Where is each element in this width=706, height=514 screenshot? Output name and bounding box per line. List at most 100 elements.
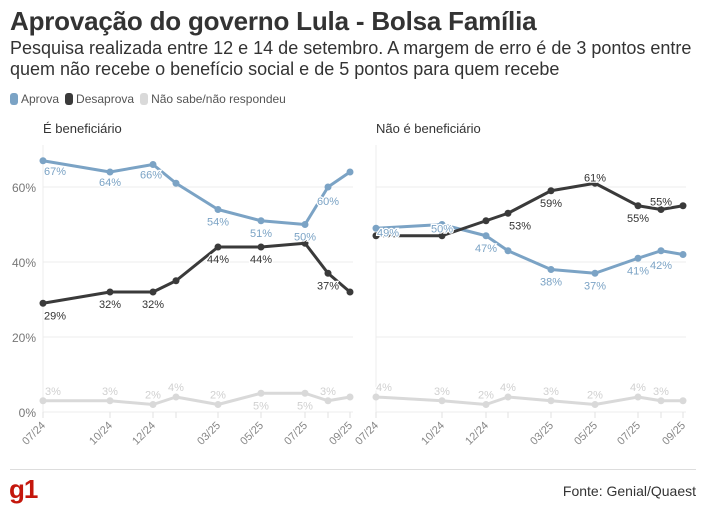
data-label: 61% [584, 172, 606, 184]
x-tick-label: 10/24 [87, 420, 115, 448]
data-point [301, 221, 309, 228]
legend-item-aprova: Aprova [10, 92, 59, 106]
data-label: 4% [500, 382, 516, 394]
data-label: 60% [317, 196, 339, 208]
data-point [438, 221, 446, 228]
data-point [106, 168, 114, 176]
data-point [482, 217, 490, 225]
g1-logo: g1 [9, 474, 38, 504]
data-point [657, 247, 665, 255]
chart-title: Aprovação do governo Lula - Bolsa Famíli… [10, 6, 537, 36]
legend: Aprova Desaprova Não sabe/não respondeu [10, 92, 292, 106]
data-point [257, 217, 265, 225]
x-tick-label: 12/24 [463, 420, 491, 448]
data-point [214, 206, 222, 213]
data-point [172, 277, 180, 285]
chart-area: 0% 20% 40% 60% 07/24 10/24 12/24 03/25 05/25 07/2… [12, 145, 688, 448]
legend-swatch-nsnr [140, 93, 149, 105]
data-point [504, 209, 512, 217]
data-label: 50% [294, 232, 316, 244]
data-label: 59% [540, 198, 562, 210]
data-point [39, 157, 47, 165]
data-label: 42% [650, 260, 672, 272]
data-label: 3% [653, 386, 669, 398]
legend-label: Aprova [21, 92, 60, 106]
data-point [679, 397, 687, 405]
x-tick-label: 07/25 [282, 420, 310, 448]
data-label: 3% [320, 386, 336, 398]
x-tick-label: 03/25 [195, 420, 223, 448]
data-point [257, 243, 265, 251]
data-label: 32% [99, 299, 121, 311]
data-point [324, 269, 332, 277]
data-label: 37% [584, 280, 606, 292]
data-label: 2% [478, 390, 494, 402]
data-point [39, 299, 47, 307]
x-tick-label: 05/25 [238, 420, 266, 448]
data-label: 66% [140, 170, 162, 182]
data-label: 29% [44, 310, 66, 322]
data-point [346, 288, 354, 296]
data-point [634, 254, 642, 262]
data-point [634, 202, 642, 210]
data-label: 55% [650, 197, 672, 209]
data-point [438, 397, 446, 405]
x-tick-label: 07/24 [20, 420, 48, 448]
y-tick-label: 40% [12, 256, 36, 270]
data-point [324, 397, 332, 405]
panel-title-nao-beneficiario: Não é beneficiário [376, 121, 481, 136]
data-point [372, 393, 380, 401]
data-label: 5% [253, 400, 269, 412]
data-label: 5% [297, 400, 313, 412]
legend-label: Desaprova [76, 92, 135, 106]
legend-item-nsnr: Não sabe/não respondeu [140, 92, 286, 106]
data-point [106, 397, 114, 405]
data-point [346, 393, 354, 401]
data-label: 53% [509, 220, 531, 232]
data-label: 3% [102, 386, 118, 398]
data-point [214, 401, 222, 408]
data-point [657, 206, 665, 213]
data-label: 49% [377, 227, 399, 239]
series-line-aprova [41, 159, 352, 226]
data-point [214, 243, 222, 251]
y-tick-label: 0% [19, 406, 37, 420]
data-label: 4% [376, 382, 392, 394]
data-point [149, 288, 157, 296]
x-tick-label: 07/24 [353, 420, 381, 448]
x-tick-label: 12/24 [130, 420, 158, 448]
data-label: 55% [627, 213, 649, 225]
data-point [547, 187, 555, 195]
panel-title-beneficiario: É beneficiário [43, 121, 122, 136]
data-point [372, 232, 380, 240]
x-tick-label: 09/25 [327, 420, 355, 448]
data-point [504, 393, 512, 401]
data-point [106, 288, 114, 296]
data-label: 44% [250, 254, 272, 266]
data-point [657, 397, 665, 405]
data-point [591, 269, 599, 277]
data-label: 4% [630, 382, 646, 394]
data-point [482, 232, 490, 240]
data-label: 41% [627, 265, 649, 277]
data-label: 51% [250, 228, 272, 240]
x-tick-label: 05/25 [572, 420, 600, 448]
legend-label: Não sabe/não respondeu [151, 92, 286, 106]
data-point [324, 183, 332, 191]
data-label: 3% [543, 386, 559, 398]
footer-divider [10, 469, 696, 470]
data-point [504, 247, 512, 255]
x-tick-label: 03/25 [528, 420, 556, 448]
x-tick-label: 07/25 [615, 420, 643, 448]
data-point [149, 401, 157, 408]
x-tick-label: 10/24 [419, 420, 447, 448]
data-label: 50% [431, 224, 453, 236]
data-point [679, 202, 687, 210]
y-tick-label: 20% [12, 331, 36, 345]
data-label: 3% [434, 386, 450, 398]
data-label: 2% [210, 390, 226, 402]
data-point [679, 251, 687, 258]
data-label: 4% [168, 382, 184, 394]
data-point [634, 393, 642, 401]
data-point [591, 401, 599, 408]
